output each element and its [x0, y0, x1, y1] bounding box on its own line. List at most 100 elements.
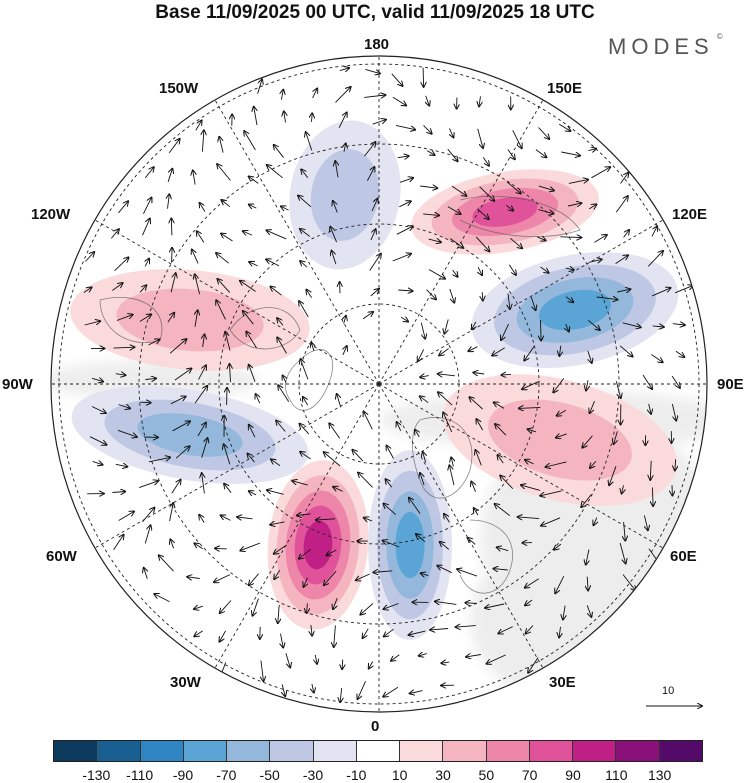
wind-arrow — [370, 229, 376, 241]
wind-arrow — [588, 319, 600, 330]
wind-arrow — [113, 535, 124, 551]
wind-arrow — [278, 385, 290, 403]
wind-arrow — [420, 322, 425, 339]
wind-arrow — [439, 348, 449, 356]
wind-arrow — [672, 324, 685, 325]
wind-arrow — [479, 186, 495, 201]
wind-arrow — [541, 517, 561, 526]
wind-arrow — [518, 517, 540, 519]
wind-arrow — [398, 290, 412, 291]
wind-arrow — [525, 460, 534, 464]
wind-arrow — [344, 316, 346, 324]
wind-arrow — [324, 452, 341, 467]
wind-arrow — [423, 67, 424, 87]
wind-arrow — [240, 542, 261, 551]
anomaly-contour — [310, 149, 380, 241]
wind-arrow — [528, 657, 539, 673]
wind-arrow — [524, 345, 535, 361]
wind-arrow — [495, 504, 511, 517]
anomaly-pos-30w — [267, 460, 369, 630]
wind-arrow — [254, 107, 257, 126]
wind-arrow — [299, 548, 311, 558]
wind-arrow — [619, 542, 626, 563]
wind-arrow — [370, 289, 379, 297]
lon-label-120e: 120E — [672, 206, 708, 223]
wind-arrow — [500, 476, 514, 490]
wind-arrow — [216, 253, 229, 264]
wind-arrow — [240, 281, 256, 292]
wind-arrow — [506, 204, 513, 210]
wind-arrow — [171, 480, 181, 494]
wind-arrow — [443, 412, 453, 433]
wind-arrow — [249, 491, 257, 495]
wind-arrow — [366, 167, 374, 182]
wind-vectors — [83, 67, 693, 702]
wind-arrow — [277, 337, 287, 354]
wind-arrow — [416, 534, 426, 543]
wind-arrow — [192, 250, 199, 264]
wind-arrow — [364, 518, 373, 521]
wind-arrow — [281, 90, 283, 100]
wind-arrow — [468, 347, 478, 352]
wind-arrow — [427, 151, 434, 155]
colorbar-swatch — [270, 741, 314, 761]
wind-arrow — [589, 259, 602, 262]
wind-arrow — [224, 484, 232, 493]
wind-arrow — [144, 525, 150, 544]
wind-arrow — [418, 349, 425, 361]
wind-arrow — [622, 322, 641, 328]
wind-arrow — [170, 539, 173, 549]
wind-arrow — [582, 435, 593, 448]
wind-arrow — [352, 450, 364, 462]
wind-arrow — [249, 262, 258, 266]
wind-arrow — [315, 654, 317, 664]
wind-arrow — [506, 181, 521, 194]
colorbar-tick-label: -110 — [126, 767, 154, 783]
wind-arrow — [249, 205, 257, 209]
wind-arrow — [391, 73, 403, 86]
wind-arrow — [110, 229, 119, 239]
wind-arrow — [195, 310, 198, 327]
wind-arrow — [144, 568, 148, 579]
wind-arrow — [365, 68, 380, 73]
wind-arrow — [197, 231, 205, 243]
wind-arrow — [118, 512, 134, 521]
wind-arrow — [586, 380, 588, 390]
wind-arrow — [409, 498, 421, 514]
lon-label-150w: 150W — [159, 80, 199, 97]
wind-arrow — [327, 549, 337, 556]
anomaly-contour — [539, 289, 611, 331]
wind-arrow — [249, 573, 259, 586]
wind-arrow — [339, 68, 349, 71]
lon-label-60e: 60E — [670, 548, 697, 565]
wind-arrow — [299, 301, 309, 318]
wind-arrow — [311, 625, 312, 636]
wind-arrow — [399, 178, 413, 183]
wind-arrow — [647, 251, 663, 267]
wind-arrow — [563, 605, 565, 620]
wind-arrow — [168, 194, 170, 209]
wind-arrow — [438, 392, 453, 406]
wind-arrow — [671, 403, 676, 421]
wind-arrow — [167, 313, 174, 323]
wind-arrow — [581, 494, 592, 508]
wind-arrow — [540, 490, 562, 496]
wind-arrow — [363, 628, 369, 638]
wind-arrow — [526, 625, 534, 634]
wind-arrow — [623, 230, 630, 238]
wind-arrow — [557, 409, 567, 416]
wind-arrow — [203, 334, 205, 348]
wind-arrow — [447, 206, 461, 214]
wind-arrow — [391, 654, 400, 661]
wind-arrow — [558, 123, 570, 131]
wind-arrow — [384, 628, 394, 636]
wind-arrow — [253, 598, 259, 616]
wind-arrow — [140, 402, 151, 403]
wind-arrow — [615, 196, 628, 213]
wind-arrow — [399, 201, 411, 208]
wind-arrow — [555, 575, 565, 593]
wind-arrow — [482, 292, 483, 300]
wind-arrow — [214, 574, 231, 583]
wind-arrow — [335, 161, 338, 178]
wind-arrow — [198, 365, 207, 380]
